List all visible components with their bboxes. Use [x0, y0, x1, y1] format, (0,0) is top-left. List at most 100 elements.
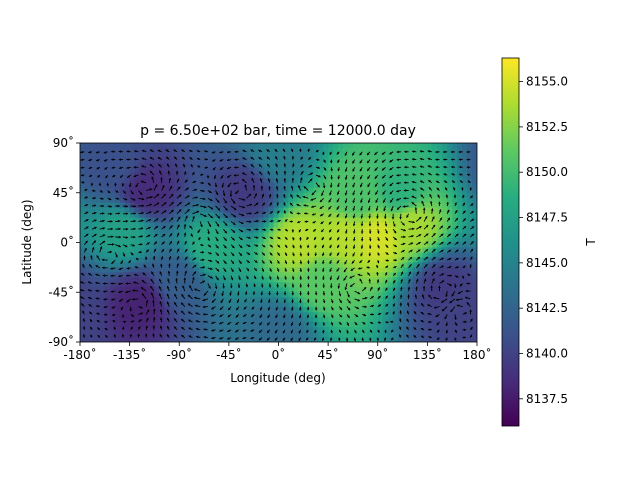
heatmap-cell — [308, 287, 314, 293]
heatmap-cell — [452, 277, 458, 283]
heatmap-cell — [125, 312, 131, 318]
heatmap-cell — [318, 312, 324, 318]
heatmap-cell — [432, 332, 438, 338]
heatmap-cell — [393, 168, 399, 174]
heatmap-cell — [427, 183, 433, 189]
heatmap-cell — [100, 178, 106, 184]
heatmap-cell — [363, 292, 369, 298]
heatmap-cell — [437, 158, 443, 164]
heatmap-cell — [194, 223, 200, 229]
heatmap-cell — [80, 193, 86, 199]
heatmap-cell — [408, 148, 414, 154]
heatmap-cell — [120, 193, 126, 199]
heatmap-cell — [234, 218, 240, 224]
heatmap-cell — [403, 267, 409, 273]
heatmap-cell — [254, 143, 260, 149]
heatmap-cell — [130, 297, 136, 303]
heatmap-cell — [209, 262, 215, 268]
heatmap-cell — [189, 183, 195, 189]
heatmap-cell — [179, 178, 185, 184]
heatmap-cell — [368, 332, 374, 338]
heatmap-cell — [457, 252, 463, 258]
heatmap-cell — [308, 243, 314, 249]
heatmap-cell — [239, 297, 245, 303]
heatmap-cell — [298, 143, 304, 149]
heatmap-cell — [209, 302, 215, 308]
heatmap-cell — [303, 223, 309, 229]
heatmap-cell — [288, 247, 294, 253]
heatmap-cell — [135, 193, 141, 199]
heatmap-cell — [368, 223, 374, 229]
heatmap-cell — [279, 158, 285, 164]
heatmap-cell — [174, 312, 180, 318]
heatmap-cell — [398, 297, 404, 303]
heatmap-cell — [442, 223, 448, 229]
heatmap-cell — [348, 228, 354, 234]
heatmap-cell — [408, 153, 414, 159]
heatmap-cell — [154, 173, 160, 179]
heatmap-cell — [219, 262, 225, 268]
heatmap-cell — [417, 307, 423, 313]
heatmap-cell — [422, 312, 428, 318]
heatmap-cell — [328, 163, 334, 169]
heatmap-cell — [179, 252, 185, 258]
heatmap-cell — [298, 307, 304, 313]
heatmap-cell — [279, 193, 285, 199]
heatmap-cell — [308, 223, 314, 229]
heatmap-cell — [447, 252, 453, 258]
heatmap-cell — [219, 292, 225, 298]
heatmap-cell — [308, 188, 314, 194]
heatmap-cell — [338, 327, 344, 333]
heatmap-cell — [279, 277, 285, 283]
heatmap-cell — [100, 168, 106, 174]
heatmap-cell — [274, 262, 280, 268]
heatmap-cell — [254, 153, 260, 159]
heatmap-cell — [120, 143, 126, 149]
heatmap-cell — [239, 327, 245, 333]
heatmap-cell — [219, 153, 225, 159]
heatmap-cell — [110, 203, 116, 209]
heatmap-cell — [437, 163, 443, 169]
heatmap-cell — [224, 272, 230, 278]
heatmap-cell — [244, 228, 250, 234]
heatmap-cell — [432, 168, 438, 174]
heatmap-cell — [194, 233, 200, 239]
heatmap-cell — [422, 153, 428, 159]
heatmap-cell — [194, 143, 200, 149]
heatmap-cell — [308, 297, 314, 303]
heatmap-cell — [209, 153, 215, 159]
heatmap-cell — [145, 332, 151, 338]
heatmap-cell — [437, 183, 443, 189]
heatmap-cell — [115, 203, 121, 209]
heatmap-cell — [398, 193, 404, 199]
heatmap-cell — [308, 143, 314, 149]
heatmap-cell — [140, 153, 146, 159]
heatmap-cell — [115, 247, 121, 253]
heatmap-cell — [179, 233, 185, 239]
heatmap-cell — [105, 193, 111, 199]
heatmap-cell — [388, 178, 394, 184]
heatmap-cell — [269, 163, 275, 169]
heatmap-cell — [214, 247, 220, 253]
heatmap-cell — [279, 247, 285, 253]
heatmap-cell — [125, 302, 131, 308]
heatmap-cell — [154, 198, 160, 204]
heatmap-cell — [80, 153, 86, 159]
heatmap-cell — [403, 322, 409, 328]
heatmap-cell — [135, 307, 141, 313]
heatmap-cell — [303, 158, 309, 164]
heatmap-cell — [323, 262, 329, 268]
heatmap-cell — [457, 282, 463, 288]
heatmap-cell — [442, 143, 448, 149]
heatmap-cell — [85, 143, 91, 149]
heatmap-cell — [80, 332, 86, 338]
heatmap-cell — [194, 252, 200, 258]
heatmap-cell — [100, 262, 106, 268]
heatmap-cell — [274, 173, 280, 179]
heatmap-cell — [303, 163, 309, 169]
heatmap-cell — [80, 322, 86, 328]
heatmap-cell — [115, 158, 121, 164]
heatmap-cell — [90, 267, 96, 273]
heatmap-cell — [373, 297, 379, 303]
heatmap-cell — [234, 262, 240, 268]
